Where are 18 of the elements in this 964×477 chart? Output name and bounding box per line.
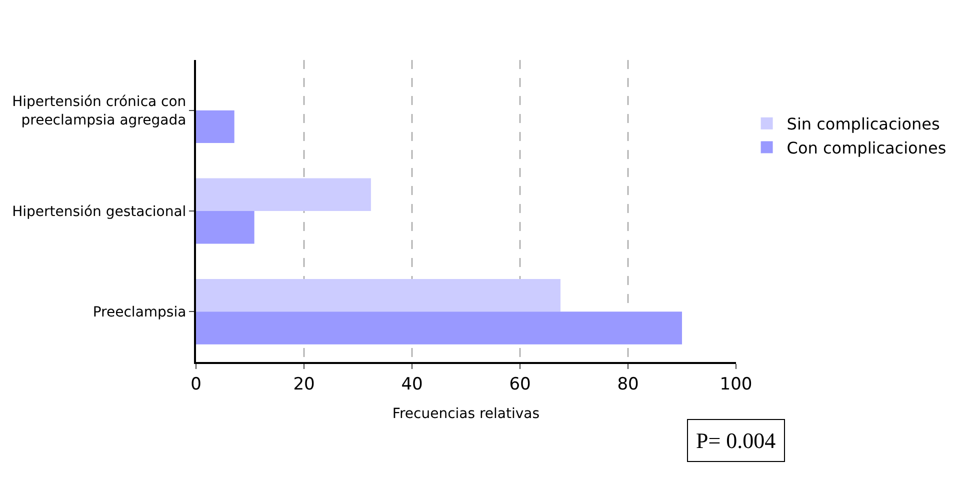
- legend-label: Con complicaciones: [786, 138, 946, 158]
- x-tick-label: 60: [509, 374, 531, 394]
- y-tick-label: Preeclampsia: [92, 304, 186, 321]
- bar: [196, 278, 560, 312]
- bar: [196, 110, 234, 144]
- y-tick-label: Hipertensión gestacional: [12, 204, 186, 220]
- y-tick-label: Hipertensión crónica con preeclampsia agregada: [12, 94, 186, 128]
- bar: [196, 312, 682, 344]
- x-axis-title: Frecuencias relativas: [392, 406, 540, 422]
- bar: [196, 178, 371, 211]
- x-tick-label: 20: [293, 374, 315, 394]
- legend-label: Sin complicaciones: [786, 114, 940, 134]
- x-tick-label: 40: [401, 374, 423, 394]
- x-tick-label: 80: [617, 374, 639, 394]
- x-tick-label: 100: [720, 374, 752, 394]
- x-tick-label: 0: [190, 374, 202, 394]
- bar: [196, 211, 254, 244]
- text: P= 0.004: [696, 428, 776, 453]
